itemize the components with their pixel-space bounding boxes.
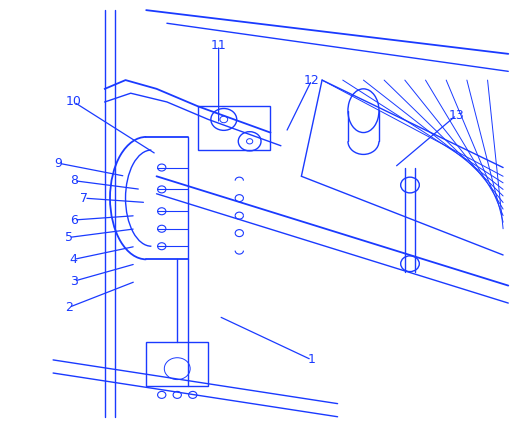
- Text: 4: 4: [70, 253, 77, 266]
- Text: 3: 3: [70, 275, 77, 288]
- Bar: [198, 106, 270, 150]
- Text: 7: 7: [80, 192, 88, 205]
- Bar: [146, 342, 209, 386]
- Text: 5: 5: [64, 231, 73, 244]
- Text: 8: 8: [70, 174, 78, 187]
- Text: 10: 10: [66, 95, 82, 108]
- Text: 1: 1: [308, 353, 316, 367]
- Text: 6: 6: [70, 213, 77, 227]
- Text: 13: 13: [449, 109, 464, 121]
- Text: 11: 11: [211, 39, 227, 51]
- Text: 2: 2: [64, 301, 73, 314]
- Text: 9: 9: [55, 157, 62, 170]
- Text: 12: 12: [304, 73, 320, 87]
